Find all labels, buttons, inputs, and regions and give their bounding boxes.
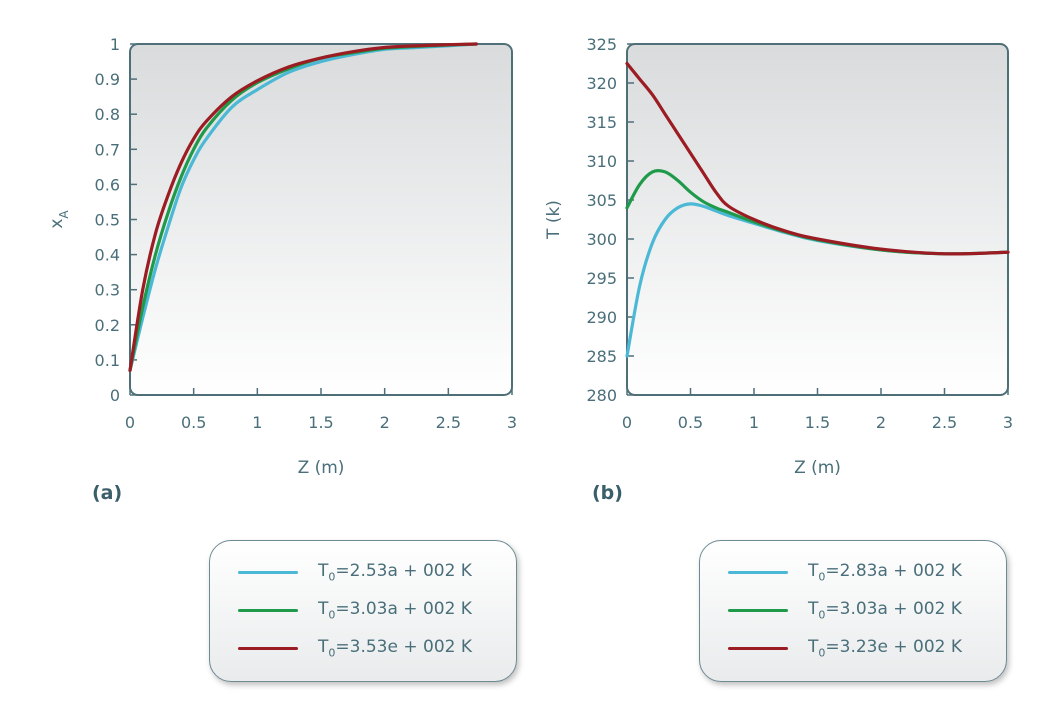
legend-item: T0=3.23e + 002 K	[728, 637, 962, 659]
y-tick-label: 280	[586, 386, 617, 405]
plot-area	[626, 43, 1009, 396]
y-tick-label: 320	[586, 74, 617, 93]
legend-label: T0=3.53e + 002 K	[318, 637, 472, 660]
legend-label: T0=3.23e + 002 K	[808, 637, 962, 660]
x-tick-label: 1.5	[308, 413, 333, 432]
y-tick-label: 290	[586, 308, 617, 327]
x-axis-label: Z (m)	[794, 458, 841, 478]
y-tick-label: 295	[586, 269, 617, 288]
legend-swatch	[728, 608, 788, 612]
y-tick-label: 0.8	[95, 105, 120, 124]
x-tick-label: 1.5	[805, 413, 830, 432]
y-tick-label: 0.4	[95, 246, 120, 265]
legend-item: T0=2.83a + 002 K	[728, 561, 962, 583]
legend-swatch	[238, 570, 298, 574]
x-tick-label: 0	[622, 413, 632, 432]
x-tick-label: 3	[1003, 413, 1013, 432]
x-axis-label: Z (m)	[298, 458, 345, 478]
y-tick-label: 1	[110, 35, 120, 54]
panel-label: (b)	[592, 482, 623, 504]
x-tick-label: 2	[380, 413, 390, 432]
legend-item: T0=3.03a + 002 K	[238, 599, 472, 621]
legend-b: T0=2.83a + 002 K T0=3.03a + 002 K T0=3.23e…	[699, 540, 1007, 682]
legend-item: T0=2.53a + 002 K	[238, 561, 472, 583]
series-line	[128, 42, 478, 373]
y-tick-label: 305	[586, 191, 617, 210]
y-tick-label: 0.3	[95, 281, 120, 300]
legend-item: T0=3.03a + 002 K	[728, 599, 962, 621]
y-tick-label: 285	[586, 347, 617, 366]
y-tick-label: 0.9	[95, 70, 120, 89]
x-tick-label: 2.5	[932, 413, 957, 432]
y-tick-label: 0.2	[95, 316, 120, 335]
legend-item: T0=3.53e + 002 K	[238, 637, 472, 659]
legend-label: T0=2.83a + 002 K	[808, 561, 962, 584]
legend-label: T0=2.53a + 002 K	[318, 561, 472, 584]
y-axis-label: xA	[47, 210, 71, 229]
legend-swatch	[238, 608, 298, 612]
x-tick-label: 2	[876, 413, 886, 432]
y-tick-label: 315	[586, 113, 617, 132]
y-tick-label: 310	[586, 152, 617, 171]
x-tick-label: 0.5	[678, 413, 703, 432]
x-tick-label: 1	[749, 413, 759, 432]
legend-swatch	[728, 570, 788, 574]
x-tick-label: 0.5	[181, 413, 206, 432]
y-axis-label: T (k)	[544, 200, 564, 240]
plot-area	[129, 43, 513, 396]
y-tick-label: 0.7	[95, 140, 120, 159]
y-tick-label: 0.1	[95, 351, 120, 370]
panel-label: (a)	[92, 482, 122, 504]
x-tick-label: 1	[252, 413, 262, 432]
y-tick-label: 0	[110, 386, 120, 405]
y-tick-label: 300	[586, 230, 617, 249]
series-line	[625, 61, 1010, 256]
y-tick-label: 0.5	[95, 211, 120, 230]
x-tick-label: 3	[507, 413, 517, 432]
y-tick-label: 0.6	[95, 175, 120, 194]
y-tick-label: 325	[586, 35, 617, 54]
legend-a: T0=2.53a + 002 K T0=3.03a + 002 K T0=3.53e…	[209, 540, 517, 682]
x-tick-label: 2.5	[436, 413, 461, 432]
x-tick-label: 0	[125, 413, 135, 432]
legend-label: T0=3.03a + 002 K	[808, 599, 962, 622]
legend-label: T0=3.03a + 002 K	[318, 599, 472, 622]
legend-swatch	[728, 646, 788, 650]
legend-swatch	[238, 646, 298, 650]
